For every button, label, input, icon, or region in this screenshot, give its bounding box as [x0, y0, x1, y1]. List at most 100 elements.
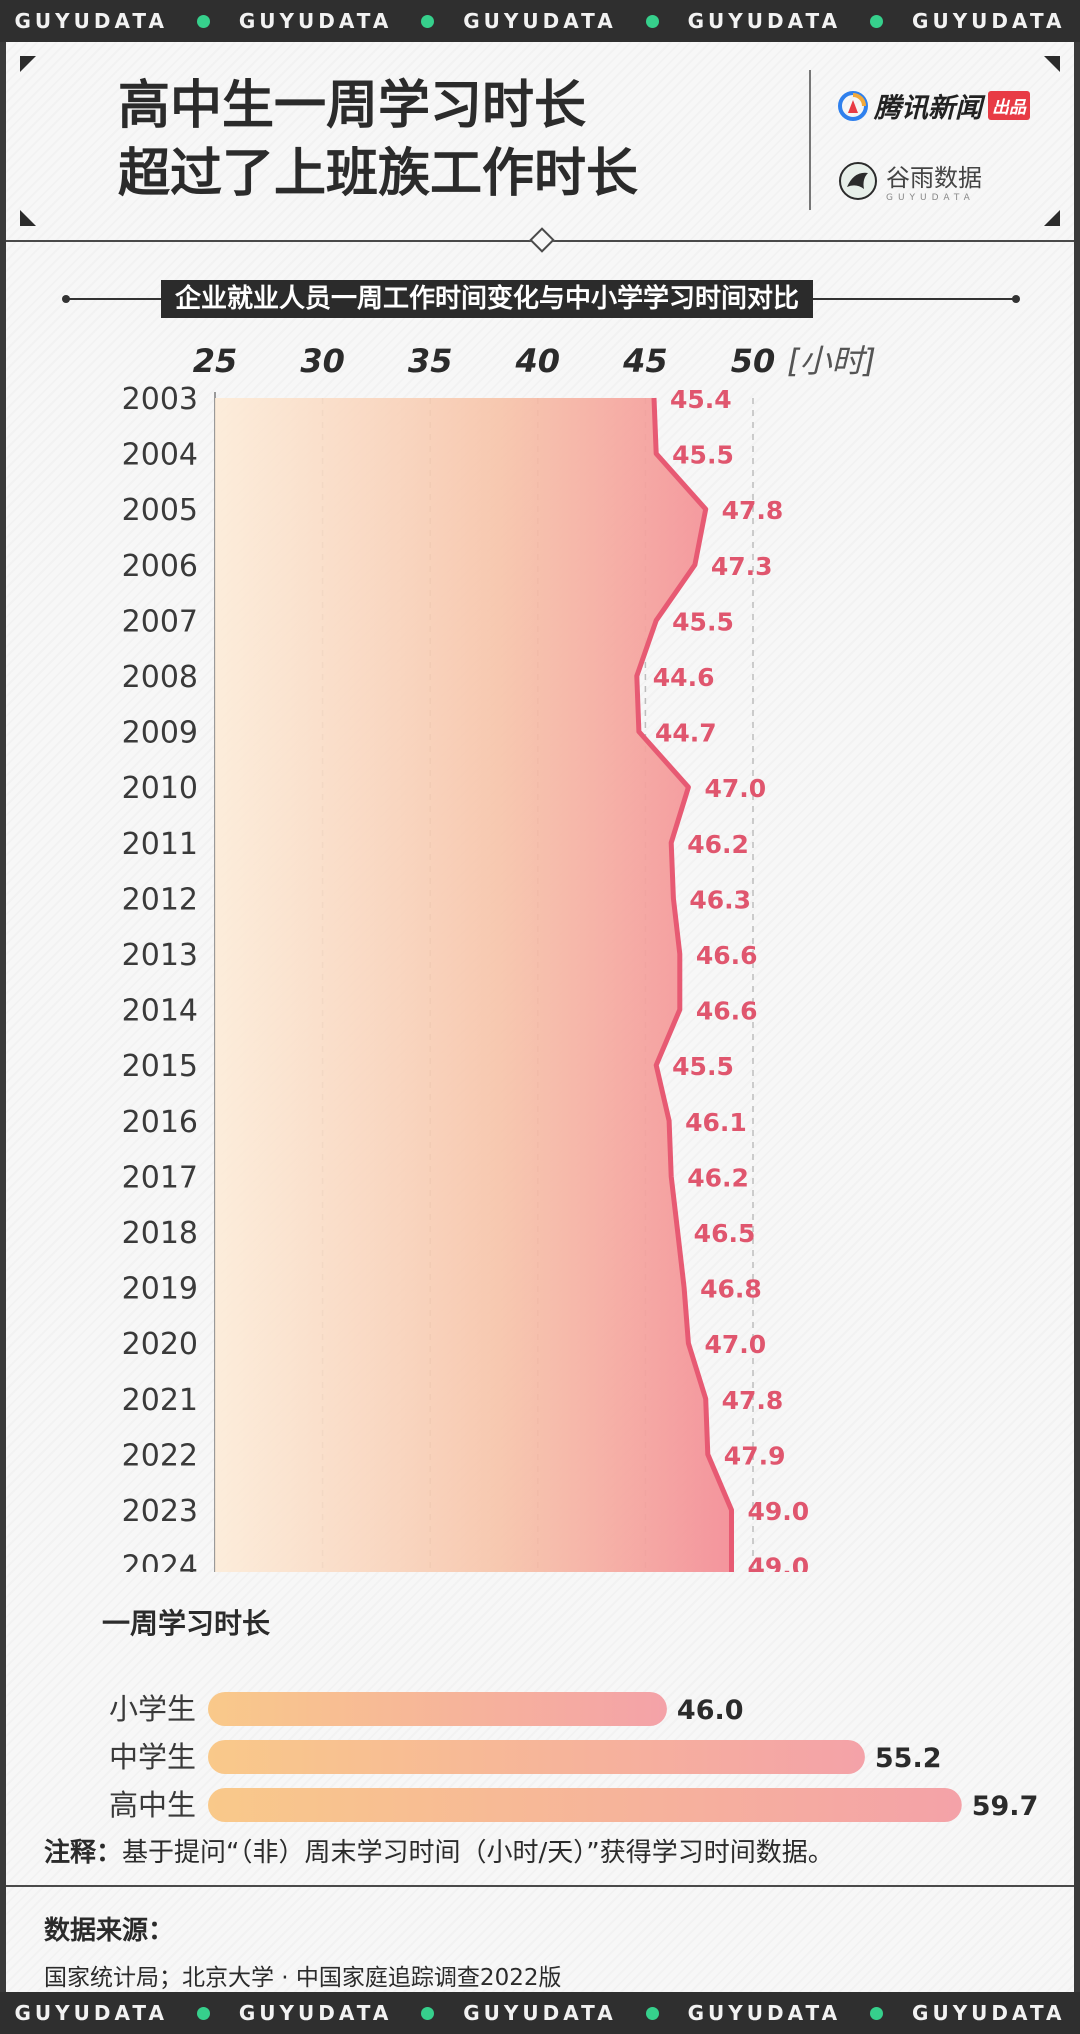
data-label: 46.3 — [689, 885, 751, 914]
y-tick-label: 2016 — [122, 1105, 198, 1140]
source-label: 数据来源： — [44, 1916, 175, 1946]
y-tick-label: 2010 — [122, 771, 198, 806]
area-series — [215, 397, 734, 1572]
band-word: GUYUDATA — [238, 9, 393, 33]
data-label: 49.0 — [747, 1497, 809, 1526]
bar-category-label: 小学生 — [109, 1692, 196, 1726]
y-tick-label: 2021 — [122, 1383, 198, 1418]
band-word: GUYUDATA — [14, 9, 168, 33]
y-tick-label: 2017 — [122, 1160, 198, 1195]
bar-category-label: 中学生 — [109, 1740, 196, 1774]
y-tick-label: 2013 — [122, 938, 198, 973]
y-tick-label: 2018 — [122, 1216, 198, 1251]
note-label: 注释： — [44, 1838, 123, 1868]
work-hours-chart: 25 30 35 40 45 50 [小时] 20032004200520062007200… — [122, 342, 876, 1572]
data-label: 46.2 — [687, 1163, 749, 1192]
y-tick-label: 2019 — [122, 1272, 198, 1307]
infographic-card: 高中生一周学习时长 超过了上班族工作时长 腾讯新闻 出品 谷雨数据 GUYUDA… — [6, 42, 1074, 1992]
x-tick-label: 35 — [408, 342, 453, 380]
y-tick-label: 2020 — [122, 1327, 198, 1362]
header-divider — [809, 70, 811, 210]
data-label: 47.8 — [722, 496, 784, 525]
y-axis-labels: 2003 2004 2005 2006 2007 2008 2009 2010 2011 2012… — [122, 382, 198, 1572]
y-tick-label: 2004 — [122, 438, 198, 473]
y-tick-label: 2023 — [122, 1494, 198, 1529]
band-dot — [196, 14, 210, 28]
title-line-1: 高中生一周学习时长 — [118, 76, 587, 136]
y-tick-label: 2006 — [122, 549, 198, 584]
y-tick-label: 2014 — [122, 994, 198, 1029]
band-word: GUYUDATA — [463, 2001, 617, 2025]
x-tick-label: 45 — [622, 342, 668, 380]
x-tick-label: 40 — [515, 342, 561, 380]
corner-mark — [1044, 210, 1060, 226]
data-label: 47.0 — [704, 1330, 766, 1359]
y-tick-label: 2012 — [122, 882, 198, 917]
logo-text: 腾讯新闻 — [874, 93, 982, 124]
x-axis-ticks: 25 30 35 40 45 50 [小时] — [193, 342, 876, 380]
x-unit-label: [小时] — [787, 342, 876, 380]
page-title: 高中生一周学习时长 超过了上班族工作时长 — [118, 72, 638, 208]
band-dot — [645, 14, 659, 28]
bar-chart-title: 一周学习时长 — [102, 1607, 271, 1640]
x-tick-label: 30 — [300, 342, 345, 380]
area-fill — [215, 398, 732, 1572]
x-tick-label: 25 — [193, 342, 238, 380]
bar — [208, 1740, 865, 1774]
data-label: 49.0 — [747, 1553, 809, 1572]
band-word: GUYUDATA — [912, 2001, 1066, 2025]
band-dot — [196, 2006, 210, 2020]
y-tick-label: 2003 — [122, 382, 198, 417]
note-text: 基于提问“（非）周末学习时间（小时/天）”获得学习时间数据。 — [122, 1838, 834, 1868]
data-label: 47.9 — [724, 1441, 786, 1470]
data-label: 46.6 — [696, 997, 758, 1026]
bar-value-label: 46.0 — [677, 1695, 744, 1726]
bar-value-label: 55.2 — [875, 1743, 942, 1774]
data-label: 46.1 — [685, 1108, 747, 1137]
footer-rule — [6, 1885, 1074, 1887]
data-label: 45.5 — [672, 607, 734, 636]
chart-subtitle-bar: 企业就业人员一周工作时间变化与中小学学习时间对比 — [62, 280, 1020, 318]
top-brand-band: GUYUDATA GUYUDATA GUYUDATA GUYUDATA GUYU… — [0, 0, 1080, 42]
guyu-data-logo: 谷雨数据 GUYUDATA — [838, 158, 982, 203]
band-word: GUYUDATA — [687, 2001, 842, 2025]
bottom-brand-band: GUYUDATA GUYUDATA GUYUDATA GUYUDATA GUYU… — [0, 1992, 1080, 2034]
data-label: 45.5 — [672, 1052, 734, 1081]
band-dot — [421, 14, 435, 28]
series-line — [634, 397, 734, 1572]
x-tick-label: 50 — [731, 342, 776, 380]
data-label: 46.6 — [696, 941, 758, 970]
corner-mark — [20, 210, 36, 226]
logo-badge: 出品 — [988, 91, 1030, 120]
footnote: 注释：基于提问“（非）周末学习时间（小时/天）”获得学习时间数据。 — [44, 1832, 834, 1869]
corner-mark — [1044, 56, 1060, 72]
data-label: 46.8 — [700, 1275, 762, 1304]
bar-value-label: 59.7 — [972, 1791, 1039, 1822]
data-label: 47.8 — [722, 1386, 784, 1415]
data-label: 46.5 — [694, 1219, 756, 1248]
band-dot — [870, 2006, 884, 2020]
header: 高中生一周学习时长 超过了上班族工作时长 腾讯新闻 出品 谷雨数据 GUYUDA… — [6, 42, 1074, 242]
y-tick-label: 2022 — [122, 1438, 198, 1473]
source-text: 国家统计局；北京大学 · 中国家庭追踪调查2022版 — [44, 1965, 562, 1991]
y-tick-label: 2008 — [122, 660, 198, 695]
band-dot — [421, 2006, 435, 2020]
data-labels: 45.4 45.5 47.8 47.3 45.5 44.6 44.7 47.0 46.2 46.3… — [653, 385, 809, 1572]
data-label: 47.0 — [704, 774, 766, 803]
band-dot — [870, 14, 884, 28]
band-word: GUYUDATA — [463, 9, 617, 33]
data-label: 44.6 — [653, 663, 715, 692]
band-word: GUYUDATA — [912, 9, 1066, 33]
y-tick-label: 2024 — [122, 1550, 198, 1572]
band-word: GUYUDATA — [687, 9, 842, 33]
study-hours-bar-chart: 小学生 46.0 中学生 55.2 高中生 59.7 — [109, 1692, 1039, 1822]
bar-category-label: 高中生 — [109, 1788, 196, 1822]
corner-mark — [20, 56, 36, 72]
data-label: 45.5 — [672, 441, 734, 470]
y-tick-label: 2011 — [122, 827, 198, 862]
y-tick-label: 2009 — [122, 716, 198, 751]
logo-text: 谷雨数据 — [886, 164, 982, 192]
y-tick-label: 2015 — [122, 1049, 198, 1084]
logo-subtext: GUYUDATA — [886, 193, 975, 203]
tencent-news-icon — [838, 90, 868, 121]
